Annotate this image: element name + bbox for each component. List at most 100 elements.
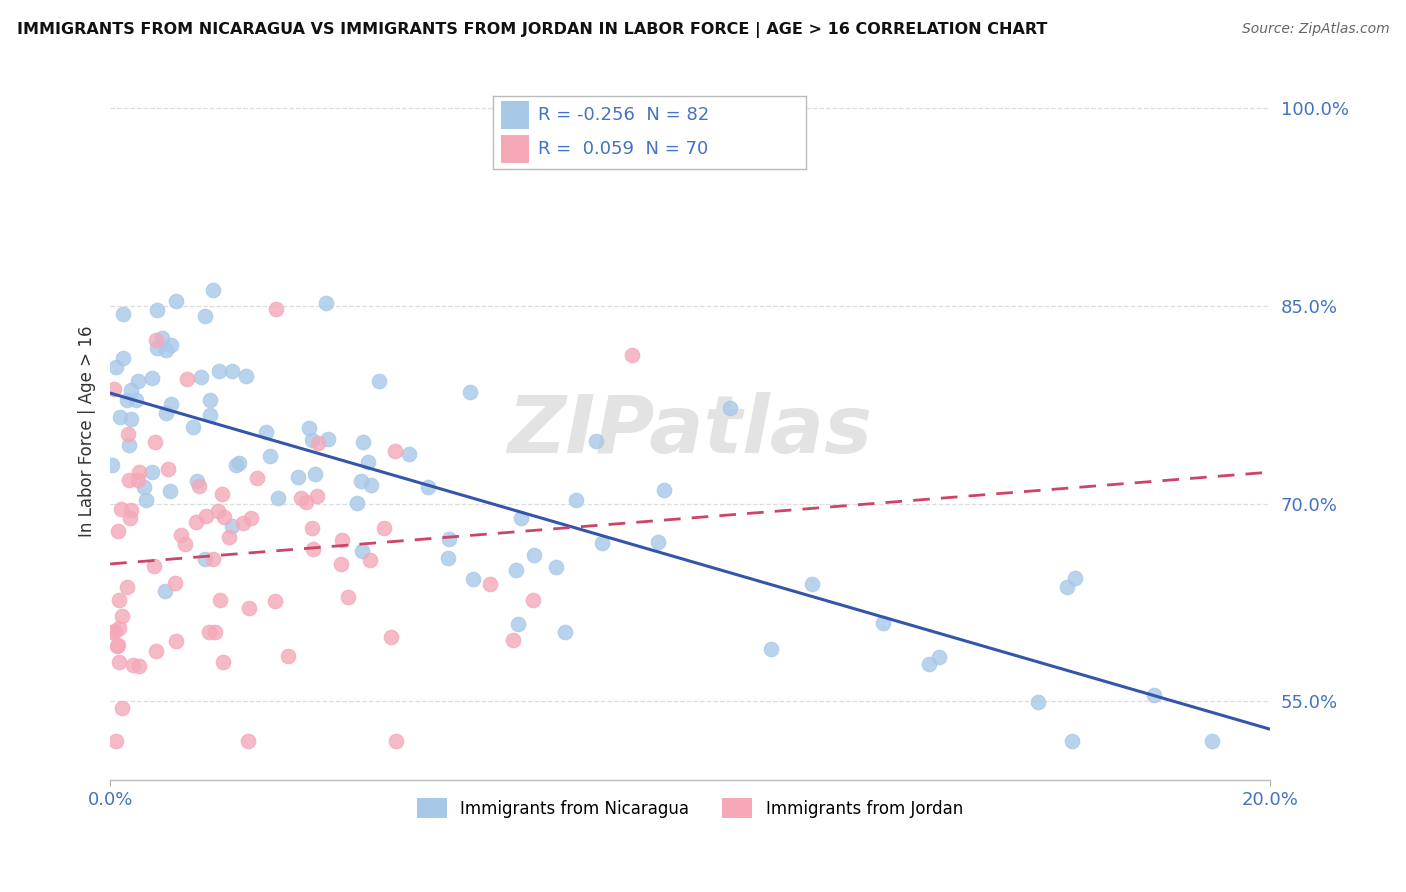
Point — [373, 521, 395, 535]
Point — [439, 533, 461, 547]
Point — [350, 544, 373, 558]
Point — [384, 733, 406, 747]
Point — [918, 657, 941, 671]
Point — [155, 406, 177, 420]
Point — [128, 658, 150, 673]
Point — [523, 548, 546, 562]
Point — [307, 489, 329, 503]
Point — [1028, 695, 1050, 709]
Point — [115, 393, 138, 408]
Point — [211, 487, 233, 501]
Point — [458, 384, 481, 399]
Point — [368, 374, 391, 388]
Point — [398, 446, 420, 460]
Point — [121, 503, 143, 517]
Point — [221, 518, 243, 533]
Point — [100, 458, 122, 472]
Point — [107, 638, 129, 652]
Point — [380, 630, 402, 644]
Point — [620, 348, 643, 362]
Point — [146, 341, 169, 355]
Point — [212, 655, 235, 669]
Point — [108, 655, 131, 669]
Legend: Immigrants from Nicaragua, Immigrants from Jordan: Immigrants from Nicaragua, Immigrants fr… — [411, 792, 970, 824]
Point — [132, 480, 155, 494]
Point — [204, 624, 226, 639]
Point — [142, 558, 165, 573]
Point — [145, 333, 167, 347]
Point — [232, 516, 254, 530]
Point — [235, 369, 257, 384]
Point — [761, 641, 783, 656]
Point — [1060, 733, 1083, 747]
Point — [316, 432, 339, 446]
Point — [801, 577, 824, 591]
Point — [104, 733, 127, 747]
Point — [186, 515, 208, 529]
Point — [522, 593, 544, 607]
Point — [159, 483, 181, 498]
Point — [359, 553, 381, 567]
Point — [141, 371, 163, 385]
Point — [647, 535, 669, 549]
Point — [146, 302, 169, 317]
Point — [108, 410, 131, 425]
Point — [259, 449, 281, 463]
Point — [202, 283, 225, 297]
Point — [120, 412, 142, 426]
Point — [110, 501, 132, 516]
Text: IMMIGRANTS FROM NICARAGUA VS IMMIGRANTS FROM JORDAN IN LABOR FORCE | AGE > 16 CO: IMMIGRANTS FROM NICARAGUA VS IMMIGRANTS … — [17, 22, 1047, 38]
Point — [212, 509, 235, 524]
Point — [108, 621, 131, 635]
Point — [160, 338, 183, 352]
Point — [295, 495, 318, 509]
Point — [198, 408, 221, 422]
Point — [360, 478, 382, 492]
Point — [246, 470, 269, 484]
Point — [141, 466, 163, 480]
Point — [585, 434, 607, 448]
Point — [238, 601, 260, 615]
Point — [174, 536, 197, 550]
Point — [103, 382, 125, 396]
Point — [108, 592, 131, 607]
Point — [346, 496, 368, 510]
Point — [120, 510, 142, 524]
Point — [461, 572, 484, 586]
Point — [302, 542, 325, 557]
Point — [121, 657, 143, 672]
Point — [307, 435, 329, 450]
Point — [502, 632, 524, 647]
Point — [121, 383, 143, 397]
Point — [194, 551, 217, 566]
Point — [181, 419, 204, 434]
Point — [298, 421, 321, 435]
Point — [150, 331, 173, 345]
Point — [117, 426, 139, 441]
Point — [290, 491, 312, 506]
Point — [218, 530, 240, 544]
Point — [198, 624, 221, 639]
Point — [190, 370, 212, 384]
Point — [928, 650, 950, 665]
Point — [1064, 571, 1087, 585]
Point — [416, 480, 439, 494]
Point — [546, 559, 568, 574]
Point — [554, 625, 576, 640]
Point — [127, 374, 149, 388]
Point — [160, 397, 183, 411]
Point — [195, 508, 218, 523]
Point — [264, 302, 287, 317]
Point — [110, 608, 132, 623]
Point — [301, 521, 323, 535]
Point — [236, 733, 259, 747]
Point — [118, 438, 141, 452]
Point — [115, 580, 138, 594]
Point — [350, 474, 373, 488]
Point — [437, 551, 460, 566]
Point — [156, 462, 179, 476]
Point — [107, 524, 129, 538]
Point — [165, 634, 187, 648]
Point — [254, 425, 277, 439]
Point — [163, 575, 186, 590]
